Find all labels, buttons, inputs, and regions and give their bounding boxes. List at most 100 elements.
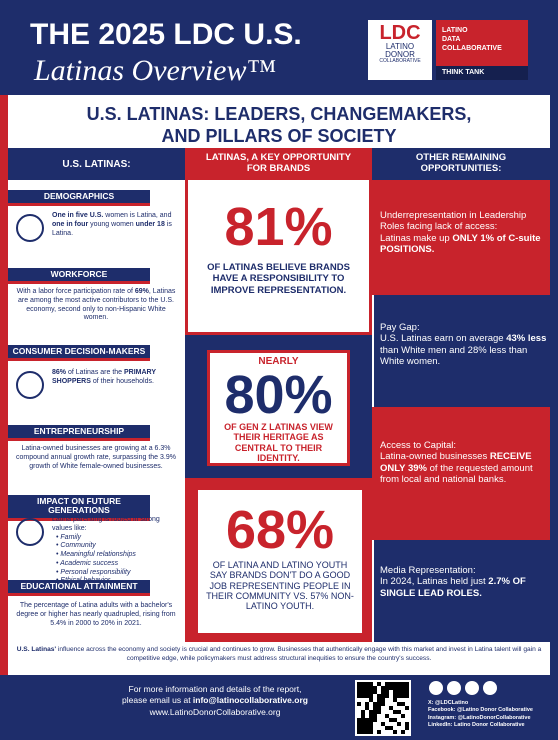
partner-name: DATA bbox=[442, 36, 461, 44]
section-heading: IMPACT ON FUTURE GENERATIONS bbox=[8, 495, 150, 521]
qr-module bbox=[361, 710, 365, 714]
qr-module bbox=[365, 686, 369, 690]
qr-module bbox=[361, 682, 365, 686]
logo-name: COLLABORATIVE bbox=[379, 58, 421, 64]
section-paragraph: With a labor force participation rate of… bbox=[16, 288, 176, 323]
text-run: 86% bbox=[52, 369, 67, 376]
opportunity: Access to Capital: Latina-owned businesse… bbox=[380, 440, 548, 486]
qr-module bbox=[357, 726, 361, 730]
qr-module bbox=[361, 690, 365, 694]
qr-module bbox=[373, 714, 377, 718]
opportunity-label: Underrepresentation in Leadership Roles … bbox=[380, 210, 527, 233]
opportunity-panel bbox=[372, 180, 550, 295]
opportunity-text: U.S. Latinas earn on average 43% less th… bbox=[380, 333, 548, 367]
social-line: X: @LDCLatino bbox=[428, 700, 469, 706]
qr-module bbox=[377, 694, 381, 698]
qr-module bbox=[405, 694, 409, 698]
icon bbox=[16, 518, 44, 546]
text-run: 69% bbox=[134, 288, 149, 295]
frame-left bbox=[0, 95, 8, 675]
qr-module bbox=[385, 714, 389, 718]
qr-module bbox=[369, 722, 373, 726]
qr-module bbox=[405, 686, 409, 690]
section-heading: WORKFORCE bbox=[8, 268, 150, 285]
qr-module bbox=[393, 718, 397, 722]
icon bbox=[16, 214, 44, 242]
section-text: The percentage of Latina adults with a b… bbox=[16, 602, 176, 628]
qr-module bbox=[385, 682, 389, 686]
qr-module bbox=[361, 722, 365, 726]
section-heading: CONSUMER DECISION-MAKERS bbox=[8, 345, 150, 362]
stat-text: OF GEN Z LATINAS VIEW THEIR HERITAGE AS … bbox=[224, 422, 333, 464]
social-line: Instagram: @LatinoDonorCollaborative bbox=[428, 714, 531, 721]
opportunity: Pay Gap: U.S. Latinas earn on average 43%… bbox=[380, 322, 548, 368]
stat-figure: 80% bbox=[224, 365, 333, 425]
qr-module bbox=[365, 726, 369, 730]
think-tank: THINK TANK bbox=[436, 66, 528, 80]
qr-module bbox=[401, 730, 405, 734]
list-item: • Family bbox=[56, 533, 82, 541]
qr-module bbox=[401, 694, 405, 698]
contact-email[interactable]: info@latinocollaborative.org bbox=[192, 695, 308, 706]
social: X: @LDCLatino Facebook: @Latino Donor Co… bbox=[428, 700, 533, 730]
qr-module bbox=[397, 702, 401, 706]
qr-module bbox=[369, 718, 373, 722]
qr-module bbox=[405, 682, 409, 686]
qr-module bbox=[393, 682, 397, 686]
text-run: Latina-owned businesses bbox=[380, 451, 490, 463]
text-run: than White men and 28% less than White w… bbox=[380, 344, 528, 368]
qr-module bbox=[389, 718, 393, 722]
qr-module bbox=[365, 702, 369, 706]
section-text: 86% of Latinas are the PRIMARY SHOPPERS … bbox=[52, 369, 176, 387]
qr-module bbox=[357, 694, 361, 698]
qr-module bbox=[369, 730, 373, 734]
text-run: U.S. Latinas earn on average bbox=[380, 333, 507, 345]
qr-module bbox=[397, 694, 401, 698]
qr-module bbox=[373, 686, 377, 690]
stat-text: OF LATINAS BELIEVE BRANDS HAVE A RESPONS… bbox=[207, 262, 350, 296]
qr-module bbox=[373, 702, 377, 706]
text-run: U.S. Latinas' bbox=[16, 646, 57, 653]
text-run: 2.7% OF SINGLE LEAD ROLES. bbox=[380, 576, 526, 599]
qr-module bbox=[373, 690, 377, 694]
list-item: • Community bbox=[56, 542, 96, 550]
text-run: , Latinas are among the most active cont… bbox=[17, 288, 176, 322]
logo-mark: LDC bbox=[379, 22, 421, 44]
stat-prefix: NEARLY bbox=[258, 356, 299, 367]
qr-module bbox=[373, 706, 377, 710]
logo: LDC LATINO DONOR COLLABORATIVE bbox=[368, 20, 432, 80]
text-run: The percentage of Latina adults with a b… bbox=[16, 602, 176, 627]
qr-module bbox=[389, 726, 393, 730]
contact-url[interactable]: www.LatinoDonorCollaborative.org bbox=[149, 706, 281, 717]
footer bbox=[0, 675, 558, 740]
qr-module bbox=[381, 686, 385, 690]
qr-module bbox=[381, 698, 385, 702]
qr-module bbox=[385, 726, 389, 730]
opportunity-text: Latinas make up ONLY 1% of C-suite POSIT… bbox=[380, 233, 548, 256]
opportunity-panel bbox=[372, 407, 550, 540]
qr-module bbox=[365, 690, 369, 694]
opportunity-text: In 2024, Latinas held just 2.7% OF SINGL… bbox=[380, 576, 548, 599]
qr-module bbox=[365, 694, 369, 698]
contact: For more information and details of the … bbox=[95, 684, 335, 718]
section-heading: DEMOGRAPHICS bbox=[8, 190, 150, 207]
qr-module bbox=[369, 682, 373, 686]
partner-logo: LATINO DATA COLLABORATIVE bbox=[436, 20, 528, 66]
qr-module bbox=[361, 686, 365, 690]
qr-module bbox=[393, 686, 397, 690]
logo-name: LATINO bbox=[385, 42, 415, 51]
qr-module bbox=[365, 722, 369, 726]
contact-line: For more information and details of the … bbox=[128, 684, 302, 694]
contact-text: please email us at bbox=[122, 695, 193, 706]
qr-module bbox=[381, 694, 385, 698]
list-item: • Personal responsibility bbox=[56, 568, 131, 576]
qr-module bbox=[393, 690, 397, 694]
qr-module bbox=[357, 702, 361, 706]
section-text: Latina parenting is rooted in strong val… bbox=[52, 516, 176, 586]
qr-module bbox=[381, 722, 385, 726]
qr-module bbox=[397, 710, 401, 714]
qr-module bbox=[365, 730, 369, 734]
section-paragraph: Latina parenting is rooted in strong val… bbox=[52, 516, 176, 534]
text-run: In 2024, Latinas held just bbox=[380, 576, 489, 588]
qr-module bbox=[369, 686, 373, 690]
